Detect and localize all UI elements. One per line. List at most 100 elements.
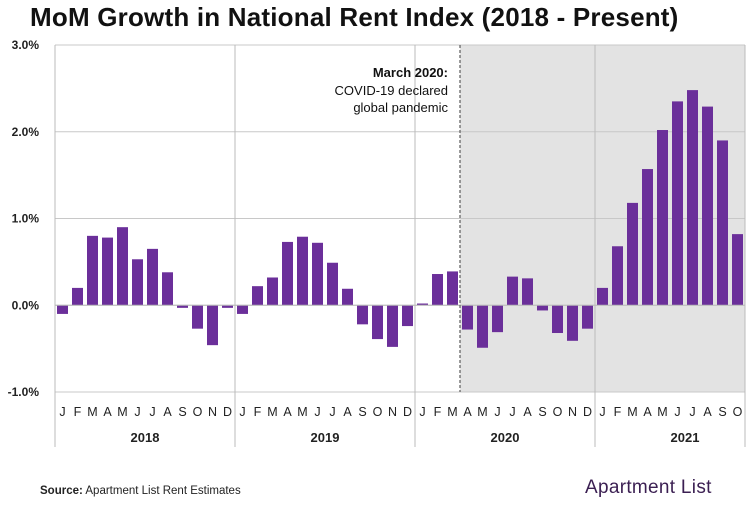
month-label: N — [388, 405, 397, 419]
bar-2021-7 — [687, 90, 698, 306]
bar-2019-9 — [357, 305, 368, 325]
apartment-list-logo: Apartment List — [585, 477, 712, 498]
bar-2020-10 — [552, 305, 563, 334]
bar-2020-7 — [507, 276, 518, 306]
bar-2020-12 — [582, 305, 593, 329]
month-label: J — [329, 405, 335, 419]
bar-2018-12 — [222, 305, 233, 308]
month-label: J — [149, 405, 155, 419]
annotation-line: global pandemic — [353, 100, 448, 115]
bar-2019-7 — [327, 262, 338, 306]
bar-2018-1 — [57, 305, 68, 314]
month-label: S — [538, 405, 546, 419]
bar-2021-3 — [627, 202, 638, 306]
bar-2019-8 — [342, 288, 353, 306]
bar-2019-4 — [282, 241, 293, 306]
month-label: M — [477, 405, 487, 419]
month-label: O — [373, 405, 383, 419]
y-tick-label: -1.0% — [8, 385, 40, 399]
bar-2019-11 — [387, 305, 398, 347]
bar-2018-4 — [102, 237, 113, 306]
bar-2018-3 — [87, 235, 98, 306]
month-label: A — [283, 405, 292, 419]
source-note: Source: Apartment List Rent Estimates — [40, 485, 241, 497]
bar-2020-11 — [567, 305, 578, 341]
bar-2018-6 — [132, 259, 143, 306]
month-label: J — [59, 405, 65, 419]
month-label: M — [627, 405, 637, 419]
month-label: F — [74, 405, 82, 419]
bar-2019-1 — [237, 305, 248, 314]
bar-2021-4 — [642, 169, 653, 306]
month-label: F — [254, 405, 262, 419]
bar-2018-8 — [162, 272, 173, 306]
month-label: O — [733, 405, 743, 419]
bar-2020-4 — [462, 305, 473, 330]
month-label: J — [134, 405, 140, 419]
month-label: A — [343, 405, 352, 419]
month-label: O — [553, 405, 563, 419]
bar-2021-9 — [717, 140, 728, 306]
month-label: M — [657, 405, 667, 419]
bar-2019-6 — [312, 242, 323, 306]
bar-2018-2 — [72, 287, 83, 306]
month-label: A — [703, 405, 712, 419]
bar-2020-9 — [537, 305, 548, 311]
bar-2018-9 — [177, 305, 188, 308]
month-label: J — [239, 405, 245, 419]
y-tick-label: 2.0% — [12, 125, 40, 139]
bar-2020-2 — [432, 274, 443, 306]
month-label: J — [314, 405, 320, 419]
bar-2019-5 — [297, 236, 308, 306]
bar-2020-8 — [522, 278, 533, 306]
month-label: A — [163, 405, 172, 419]
month-label: J — [674, 405, 680, 419]
year-label: 2021 — [671, 430, 700, 445]
month-label: A — [103, 405, 112, 419]
source-text: Apartment List Rent Estimates — [82, 485, 241, 497]
bar-2019-3 — [267, 277, 278, 306]
month-label: M — [267, 405, 277, 419]
bar-2021-6 — [672, 101, 683, 306]
month-label: S — [178, 405, 186, 419]
bar-2020-1 — [417, 303, 428, 306]
chart-title: MoM Growth in National Rent Index (2018 … — [30, 2, 679, 32]
annotation-line: COVID-19 declared — [335, 83, 448, 98]
bar-2018-7 — [147, 248, 158, 306]
month-label: M — [117, 405, 127, 419]
bar-2021-2 — [612, 246, 623, 306]
bar-2018-10 — [192, 305, 203, 329]
year-label: 2018 — [131, 430, 160, 445]
month-label: N — [208, 405, 217, 419]
bar-2021-1 — [597, 287, 608, 306]
year-label: 2020 — [491, 430, 520, 445]
month-label: M — [447, 405, 457, 419]
month-label: S — [358, 405, 366, 419]
month-label: J — [509, 405, 515, 419]
bar-2021-10 — [732, 234, 743, 306]
month-label: J — [494, 405, 500, 419]
month-label: J — [599, 405, 605, 419]
month-label: A — [643, 405, 652, 419]
month-label: F — [614, 405, 622, 419]
month-label: J — [689, 405, 695, 419]
annotation-title: March 2020: — [373, 65, 448, 80]
y-tick-label: 3.0% — [12, 38, 40, 52]
bar-2019-10 — [372, 305, 383, 340]
month-label: D — [223, 405, 232, 419]
bar-2020-5 — [477, 305, 488, 348]
y-tick-label: 1.0% — [12, 212, 40, 226]
bar-2020-3 — [447, 271, 458, 306]
month-label: A — [523, 405, 532, 419]
month-label: D — [403, 405, 412, 419]
year-label: 2019 — [311, 430, 340, 445]
month-label: O — [193, 405, 203, 419]
bar-2021-8 — [702, 106, 713, 306]
month-label: F — [434, 405, 442, 419]
bar-2020-6 — [492, 305, 503, 333]
month-label: A — [463, 405, 472, 419]
month-label: M — [297, 405, 307, 419]
bar-2019-2 — [252, 286, 263, 306]
bar-2021-5 — [657, 130, 668, 306]
